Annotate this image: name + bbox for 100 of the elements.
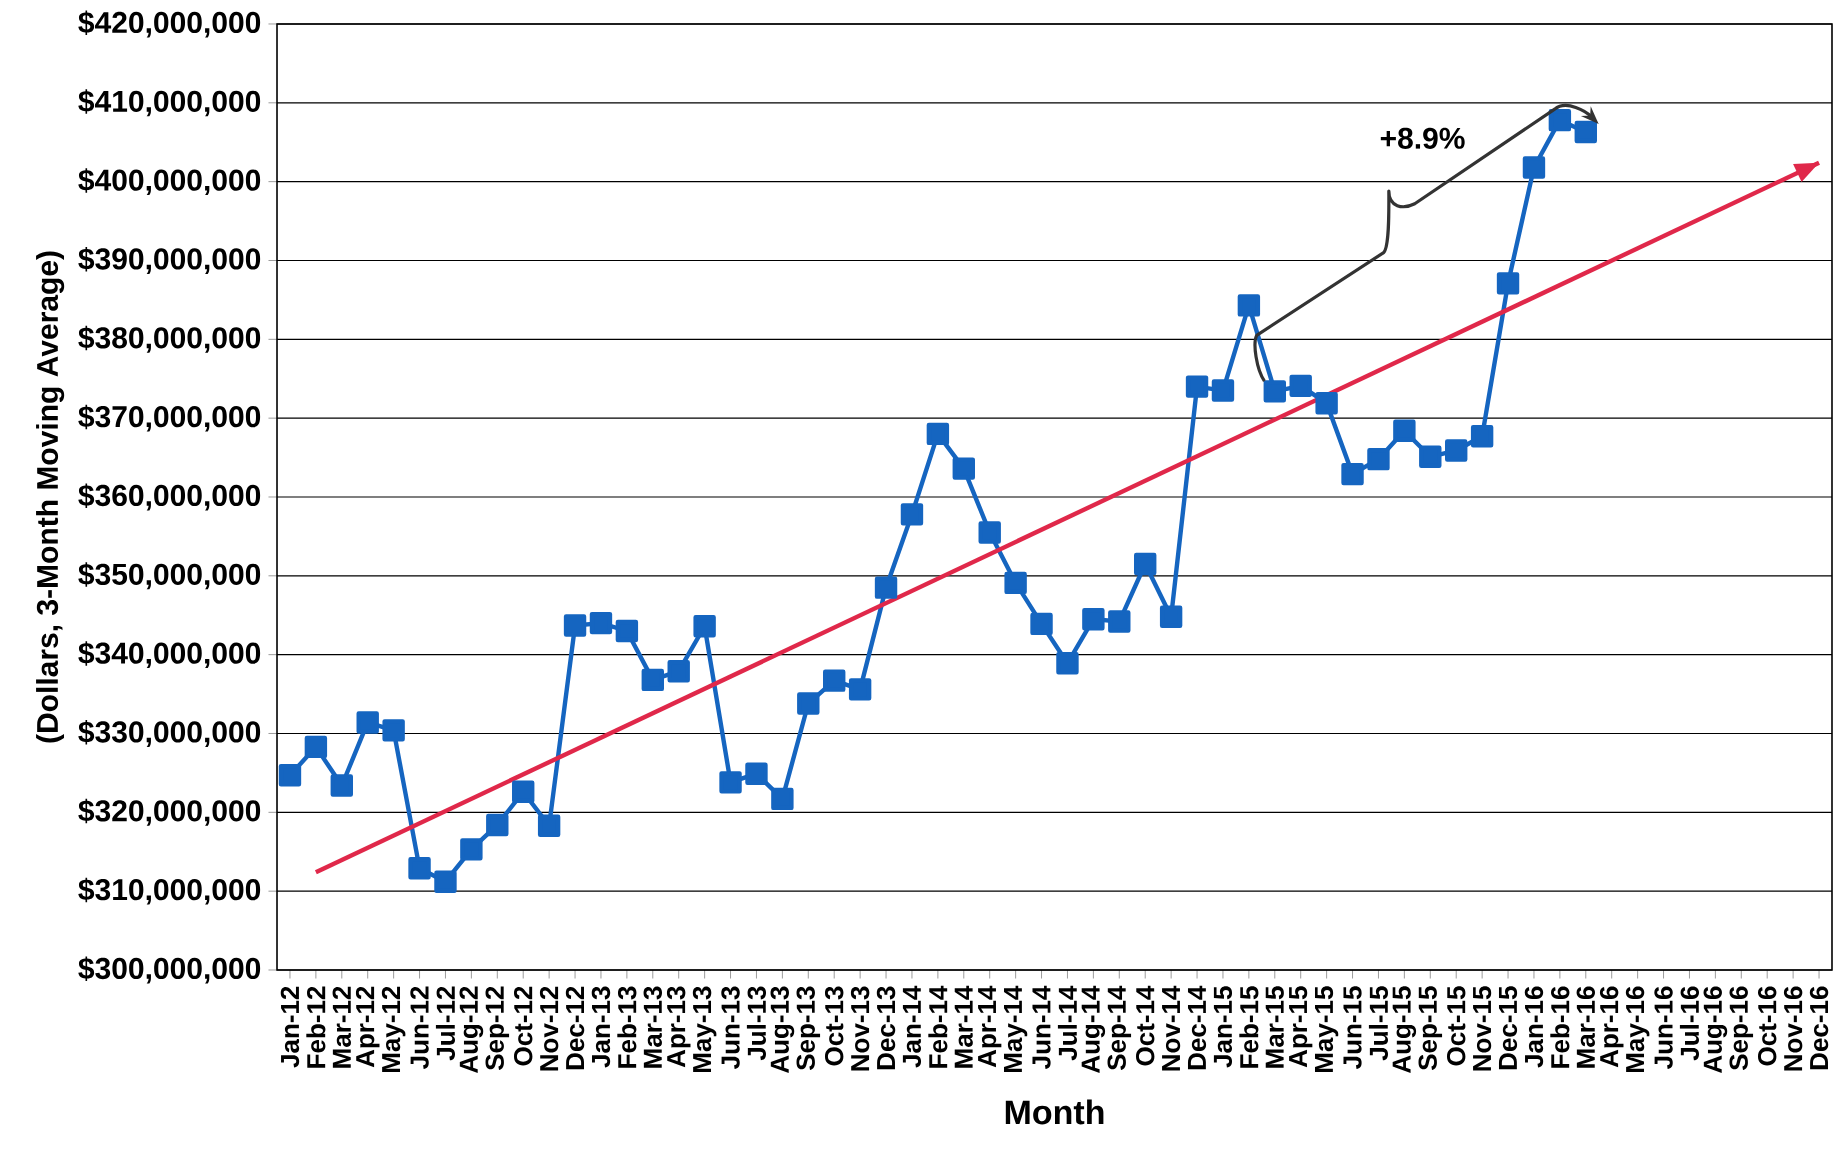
point (278, 764, 302, 787)
point (460, 838, 483, 861)
y-axis-title: (Dollars, 3-Month Moving Average) (36, 251, 65, 743)
point (900, 503, 924, 526)
x-tick-label: Apr-12 (355, 986, 380, 1068)
point (719, 771, 742, 794)
x-tick-label: Nov-15 (1473, 986, 1492, 1071)
y-tick-label: $390,000,000 (78, 247, 261, 274)
point (1134, 552, 1157, 576)
point (1574, 120, 1597, 144)
x-tick-label: Jun-15 (1343, 986, 1362, 1069)
point (1548, 108, 1572, 132)
x-tick-label: Sep-13 (796, 986, 821, 1071)
point (1393, 419, 1416, 442)
point (978, 521, 1001, 544)
x-tick-label: Feb-12 (306, 986, 326, 1068)
x-tick-label: Jul-16 (1679, 986, 1699, 1061)
annotation: +8.9% (1380, 127, 1465, 149)
point (356, 711, 379, 734)
x-tick-label: Dec-12 (565, 986, 585, 1070)
x-tick-label: Mar-16 (1576, 986, 1595, 1068)
point (1108, 610, 1131, 633)
x-tick-label: May-13 (692, 986, 717, 1073)
x-tick-label: Apr-16 (1599, 986, 1624, 1068)
point (1470, 425, 1494, 448)
x-tick-label: Mar-13 (643, 986, 663, 1068)
x-tick-label: Jul-13 (746, 986, 767, 1061)
y-tick-label: $300,000,000 (78, 956, 261, 984)
x-tick-label: Oct-12 (514, 986, 533, 1066)
x-tick-label: Feb-16 (1550, 986, 1570, 1068)
point (304, 735, 328, 759)
point (1263, 380, 1286, 403)
x-tick-label: Mar-15 (1265, 986, 1284, 1068)
x-tick-label: May-12 (381, 986, 406, 1073)
x-tick-label: Feb-14 (928, 985, 948, 1068)
point (1419, 445, 1442, 468)
x-tick-label: Aug-13 (770, 986, 795, 1074)
x-tick-label: Jun-13 (721, 986, 740, 1069)
x-tick-label: Nov-12 (539, 986, 559, 1071)
point (382, 719, 405, 742)
x-tick-label: Jan-12 (280, 986, 300, 1068)
y-tick-label: $420,000,000 (78, 10, 261, 38)
point (874, 576, 898, 599)
x-tick-label: Jun-16 (1654, 986, 1673, 1069)
point (1211, 379, 1235, 402)
y-tick-label: $350,000,000 (78, 562, 261, 590)
x-tick-label: Jun-14 (1032, 985, 1051, 1069)
x-tick-label: Apr-15 (1289, 986, 1313, 1068)
point (486, 813, 509, 837)
x-tick-label: Sep-12 (485, 986, 510, 1071)
x-tick-label: Jul-15 (1368, 986, 1388, 1061)
point (848, 678, 872, 701)
point (693, 615, 716, 638)
x-tick-label: Nov-16 (1783, 986, 1803, 1071)
x-tick-label: Mar-12 (332, 986, 351, 1068)
y-tick-label: $400,000,000 (78, 168, 261, 196)
point (797, 692, 820, 715)
point (745, 762, 768, 785)
x-tick-label: Dec-14 (1187, 985, 1207, 1070)
x-tick-label: Aug-12 (459, 986, 484, 1074)
x-tick-label: Aug-16 (1703, 986, 1728, 1074)
x-axis-title: Month (1005, 1099, 1104, 1125)
x-tick-label: Jan-15 (1213, 986, 1233, 1068)
x-tick-label: Sep-15 (1418, 986, 1443, 1071)
x-tick-label: Dec-16 (1809, 986, 1829, 1070)
point (1522, 156, 1546, 179)
point (1159, 605, 1183, 629)
point (1082, 607, 1105, 631)
x-tick-label: Apr-13 (666, 986, 691, 1068)
point (1341, 462, 1364, 486)
x-tick-label: Aug-14 (1081, 985, 1106, 1074)
point (615, 619, 639, 643)
x-tick-label: Jun-12 (410, 986, 429, 1069)
point (771, 787, 794, 811)
point (1004, 571, 1027, 595)
x-tick-label: Aug-15 (1392, 986, 1417, 1074)
x-tick-label: Oct-14 (1136, 985, 1155, 1066)
x-tick-label: Jul-12 (435, 986, 456, 1061)
x-tick-label: Jan-14 (902, 985, 922, 1068)
x-tick-label: Nov-14 (1162, 985, 1181, 1071)
x-tick-label: Jul-14 (1057, 985, 1077, 1061)
point (330, 774, 353, 797)
point (1237, 294, 1261, 317)
point (1056, 652, 1079, 675)
x-tick-label: Jan-16 (1524, 986, 1544, 1068)
x-tick-label: Feb-15 (1239, 986, 1259, 1068)
point (512, 780, 535, 804)
y-tick-label: $360,000,000 (78, 483, 261, 511)
point (667, 660, 690, 683)
point (641, 668, 664, 692)
point (823, 669, 846, 692)
x-tick-label: May-15 (1314, 986, 1339, 1073)
y-tick-label: $380,000,000 (78, 325, 261, 353)
point (1315, 391, 1338, 415)
point (537, 814, 561, 837)
y-tick-label: $310,000,000 (78, 877, 261, 905)
x-tick-label: Dec-15 (1498, 986, 1518, 1070)
point (1030, 612, 1053, 636)
point (563, 614, 587, 637)
y-tick-label: $370,000,000 (78, 404, 261, 432)
